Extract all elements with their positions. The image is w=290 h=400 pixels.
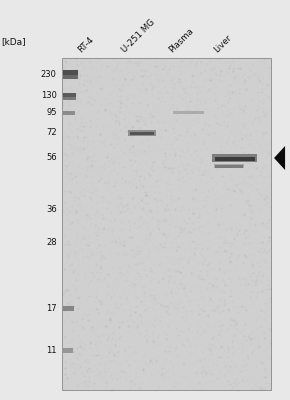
Text: Liver: Liver — [213, 34, 234, 55]
Bar — [130, 132, 155, 135]
Bar — [63, 93, 76, 97]
Text: 95: 95 — [46, 108, 57, 117]
Text: U-251 MG: U-251 MG — [120, 18, 157, 55]
Bar — [214, 164, 244, 168]
Text: [kDa]: [kDa] — [1, 38, 26, 46]
Bar — [173, 111, 204, 114]
Bar — [63, 75, 78, 79]
Text: 17: 17 — [46, 304, 57, 313]
Bar — [212, 154, 258, 162]
Bar — [63, 306, 74, 311]
Text: 230: 230 — [41, 70, 57, 79]
Text: 56: 56 — [46, 154, 57, 162]
Text: 28: 28 — [46, 238, 57, 247]
Bar — [63, 111, 75, 114]
Bar — [128, 130, 156, 136]
Text: 36: 36 — [46, 206, 57, 214]
Text: 11: 11 — [46, 346, 57, 355]
Text: Plasma: Plasma — [168, 27, 196, 55]
Text: 72: 72 — [46, 128, 57, 137]
Bar — [215, 157, 255, 161]
Bar — [215, 166, 243, 168]
Bar — [62, 58, 271, 390]
Bar — [63, 70, 78, 75]
Text: RT-4: RT-4 — [76, 35, 96, 55]
Bar — [63, 348, 73, 354]
Polygon shape — [274, 146, 285, 170]
Text: 130: 130 — [41, 91, 57, 100]
Bar — [63, 96, 76, 100]
